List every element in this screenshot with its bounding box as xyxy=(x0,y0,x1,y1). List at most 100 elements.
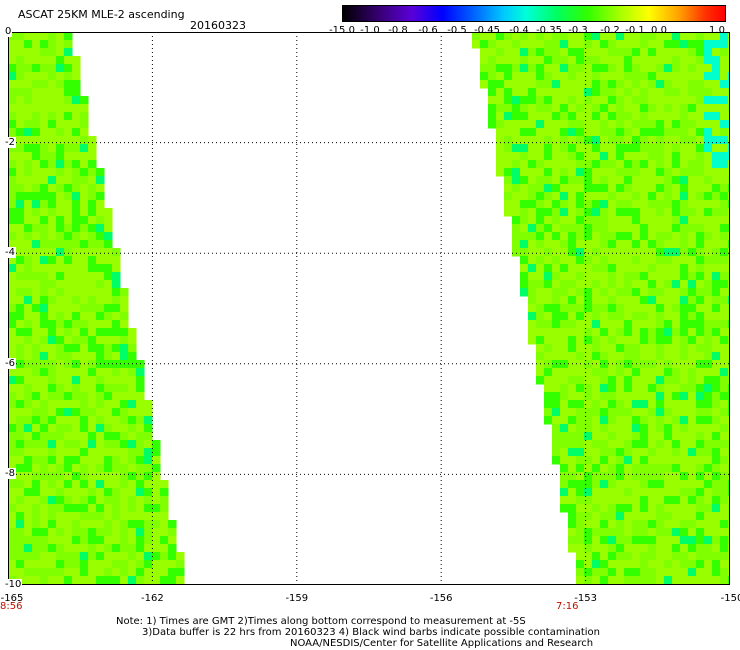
wind-cell xyxy=(8,88,17,97)
wind-cell xyxy=(496,64,505,73)
wind-cell xyxy=(480,56,489,65)
wind-cell xyxy=(712,248,721,257)
wind-cell xyxy=(144,536,153,545)
wind-cell xyxy=(24,376,33,385)
wind-cell xyxy=(504,32,513,41)
wind-cell xyxy=(96,272,105,281)
wind-cell xyxy=(624,176,633,185)
wind-cell xyxy=(24,224,33,233)
wind-cell xyxy=(704,496,713,505)
wind-cell xyxy=(592,560,601,569)
wind-cell xyxy=(584,288,593,297)
wind-cell xyxy=(48,424,57,433)
wind-cell xyxy=(624,56,633,65)
wind-cell xyxy=(48,240,57,249)
wind-cell xyxy=(712,296,721,305)
wind-cell xyxy=(592,120,601,129)
wind-cell xyxy=(680,136,689,145)
wind-cell xyxy=(128,464,137,473)
wind-cell xyxy=(648,272,657,281)
wind-cell xyxy=(648,232,657,241)
wind-cell xyxy=(640,240,649,249)
wind-cell xyxy=(640,456,649,465)
wind-cell xyxy=(544,240,553,249)
wind-cell xyxy=(688,296,697,305)
wind-cell xyxy=(112,464,121,473)
wind-cell xyxy=(560,328,569,337)
wind-cell xyxy=(672,336,681,345)
wind-cell xyxy=(576,200,585,209)
wind-cell xyxy=(712,512,721,521)
wind-cell xyxy=(584,280,593,289)
wind-cell xyxy=(64,416,73,425)
wind-cell xyxy=(88,208,97,217)
wind-cell xyxy=(656,240,665,249)
wind-cell xyxy=(56,376,65,385)
wind-cell xyxy=(24,336,33,345)
wind-cell xyxy=(8,504,17,513)
wind-cell xyxy=(24,272,33,281)
wind-cell xyxy=(544,368,553,377)
wind-cell xyxy=(536,168,545,177)
wind-cell xyxy=(16,248,25,257)
wind-cell xyxy=(8,272,17,281)
wind-cell xyxy=(600,144,609,153)
wind-cell xyxy=(24,288,33,297)
wind-cell xyxy=(712,136,721,145)
wind-cell xyxy=(16,296,25,305)
wind-cell xyxy=(664,128,673,137)
wind-cell xyxy=(560,368,569,377)
wind-cell xyxy=(704,120,713,129)
wind-cell xyxy=(64,40,73,49)
wind-cell xyxy=(40,384,49,393)
wind-cell xyxy=(56,520,65,529)
wind-cell xyxy=(576,568,585,577)
wind-cell xyxy=(504,152,513,161)
wind-cell xyxy=(128,456,137,465)
wind-cell xyxy=(640,312,649,321)
wind-cell xyxy=(544,392,553,401)
wind-cell xyxy=(48,256,57,265)
wind-cell xyxy=(712,216,721,225)
wind-cell xyxy=(672,240,681,249)
wind-cell xyxy=(80,184,89,193)
wind-cell xyxy=(64,504,73,513)
wind-cell xyxy=(40,528,49,537)
wind-cell xyxy=(592,336,601,345)
wind-cell xyxy=(104,352,113,361)
wind-cell xyxy=(512,176,521,185)
wind-cell xyxy=(552,376,561,385)
wind-cell xyxy=(64,376,73,385)
wind-cell xyxy=(704,576,713,585)
wind-cell xyxy=(552,48,561,57)
wind-cell xyxy=(648,176,657,185)
wind-cell xyxy=(688,496,697,505)
wind-cell xyxy=(72,520,81,529)
wind-cell xyxy=(720,96,729,105)
wind-cell xyxy=(632,328,641,337)
wind-cell xyxy=(40,168,49,177)
wind-cell xyxy=(544,256,553,265)
wind-cell xyxy=(72,416,81,425)
wind-cell xyxy=(544,192,553,201)
wind-cell xyxy=(560,80,569,89)
wind-cell xyxy=(88,424,97,433)
wind-cell xyxy=(168,520,177,529)
wind-cell xyxy=(704,200,713,209)
wind-cell xyxy=(656,120,665,129)
wind-cell xyxy=(552,392,561,401)
wind-cell xyxy=(32,520,41,529)
wind-cell xyxy=(656,192,665,201)
wind-cell xyxy=(16,32,25,41)
wind-cell xyxy=(688,408,697,417)
wind-cell xyxy=(600,336,609,345)
wind-cell xyxy=(80,120,89,129)
wind-cell xyxy=(680,296,689,305)
wind-cell xyxy=(40,160,49,169)
wind-cell xyxy=(688,320,697,329)
wind-cell xyxy=(496,48,505,57)
wind-cell xyxy=(8,72,17,81)
wind-cell xyxy=(560,504,569,513)
wind-cell xyxy=(536,264,545,273)
wind-cell xyxy=(40,512,49,521)
